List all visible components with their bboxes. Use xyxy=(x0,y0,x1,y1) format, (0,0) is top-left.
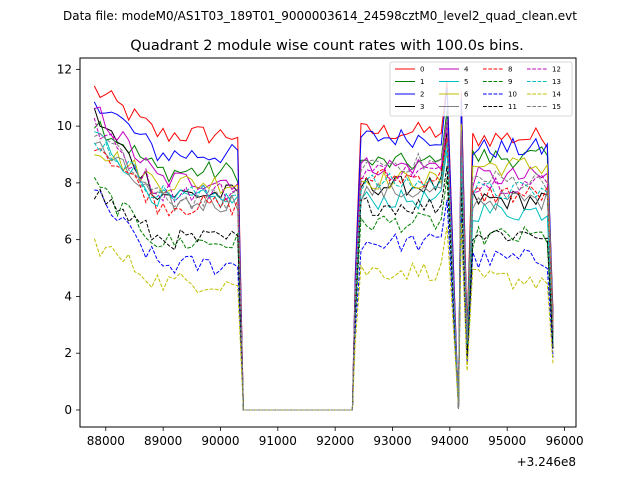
legend-label: 13 xyxy=(552,78,561,86)
series-line-8 xyxy=(94,137,554,411)
series-line-15 xyxy=(94,117,554,411)
legend-label: 6 xyxy=(464,91,469,99)
legend-label: 0 xyxy=(420,66,424,74)
axis-ticks: 88000 89000 90000 91000 92000 93000 94000 95000… xyxy=(57,62,584,448)
legend-label: 15 xyxy=(552,103,561,111)
y-tick-label: 6 xyxy=(64,233,72,247)
legend-label: 5 xyxy=(464,78,468,86)
series-line-12 xyxy=(93,117,554,411)
x-tick-label: 93000 xyxy=(373,434,411,448)
x-tick-label: 89000 xyxy=(144,434,182,448)
x-tick-label: 95000 xyxy=(488,434,526,448)
legend-label: 9 xyxy=(508,78,512,86)
y-tick-label: 2 xyxy=(64,346,72,360)
legend-label: 14 xyxy=(552,91,561,99)
axes-frame xyxy=(79,57,577,428)
y-tick-label: 0 xyxy=(64,403,72,417)
legend-label: 2 xyxy=(420,91,424,99)
series-line-0 xyxy=(93,80,554,411)
series-line-1 xyxy=(93,110,554,411)
legend-label: 8 xyxy=(508,66,512,74)
y-tick-label: 8 xyxy=(64,176,72,190)
series-line-14 xyxy=(93,222,554,411)
legend-box xyxy=(389,61,573,117)
legend-label: 3 xyxy=(420,103,424,111)
x-tick-label: 88000 xyxy=(87,434,125,448)
legend-label: 11 xyxy=(508,103,517,111)
x-offset-label: +3.246e8 xyxy=(517,455,576,469)
y-tick-label: 4 xyxy=(64,289,72,303)
legend-label: 10 xyxy=(508,91,517,99)
x-tick-label: 96000 xyxy=(545,434,583,448)
legend-label: 1 xyxy=(420,78,424,86)
x-tick-label: 90000 xyxy=(201,434,239,448)
y-tick-label: 10 xyxy=(57,119,72,133)
legend-label: 7 xyxy=(464,103,468,111)
chart-title: Quadrant 2 module wise count rates with … xyxy=(130,38,524,54)
series-line-10 xyxy=(94,189,554,411)
y-tick-label: 12 xyxy=(57,62,72,76)
series-line-4 xyxy=(94,106,554,411)
series-line-6 xyxy=(94,123,554,411)
plot-lines xyxy=(93,80,554,411)
x-tick-label: 92000 xyxy=(316,434,354,448)
x-tick-label: 91000 xyxy=(259,434,297,448)
legend-label: 12 xyxy=(552,66,561,74)
series-line-2 xyxy=(93,87,554,411)
chart-suptitle: Data file: modeM0/AS1T03_189T01_90000036… xyxy=(63,9,577,23)
series-line-11 xyxy=(93,165,554,411)
x-tick-label: 94000 xyxy=(431,434,469,448)
legend-label: 4 xyxy=(464,66,469,74)
series-line-13 xyxy=(93,141,554,411)
